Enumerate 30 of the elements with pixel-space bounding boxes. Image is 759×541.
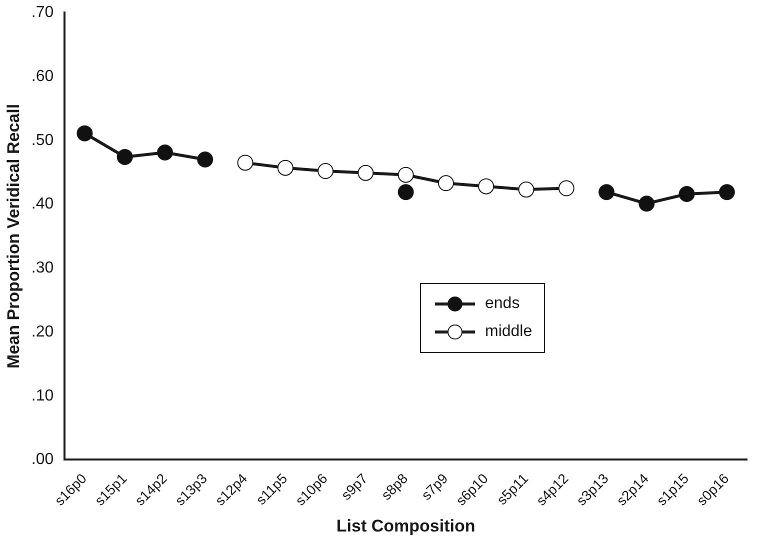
y-tick-label: .60 xyxy=(31,68,54,85)
y-axis-title: Mean Proportion Veridical Recall xyxy=(4,104,23,368)
point xyxy=(358,164,374,181)
point xyxy=(718,184,735,200)
point xyxy=(558,180,574,196)
point xyxy=(116,148,133,165)
y-tick-label: .50 xyxy=(31,132,54,149)
point xyxy=(197,152,214,168)
y-tick-label: .40 xyxy=(31,196,54,213)
y-tick-label: .20 xyxy=(31,323,54,340)
point xyxy=(237,154,254,171)
point xyxy=(318,163,334,180)
y-tick-label: .00 xyxy=(31,451,54,468)
x-axis-title: List Composition xyxy=(336,516,476,536)
point xyxy=(76,125,93,142)
y-tick-label: .30 xyxy=(31,260,54,277)
point xyxy=(438,175,454,192)
point xyxy=(518,182,534,198)
point xyxy=(156,144,173,160)
point xyxy=(478,178,494,194)
point xyxy=(638,196,655,212)
point xyxy=(398,166,414,183)
point xyxy=(678,186,695,202)
legend-label: middle xyxy=(485,323,532,341)
y-tick-label: .10 xyxy=(31,387,54,404)
point xyxy=(598,184,615,200)
point xyxy=(277,160,294,176)
y-tick-label: .70 xyxy=(31,4,54,22)
point xyxy=(398,184,414,200)
legend-label: ends xyxy=(485,295,520,313)
